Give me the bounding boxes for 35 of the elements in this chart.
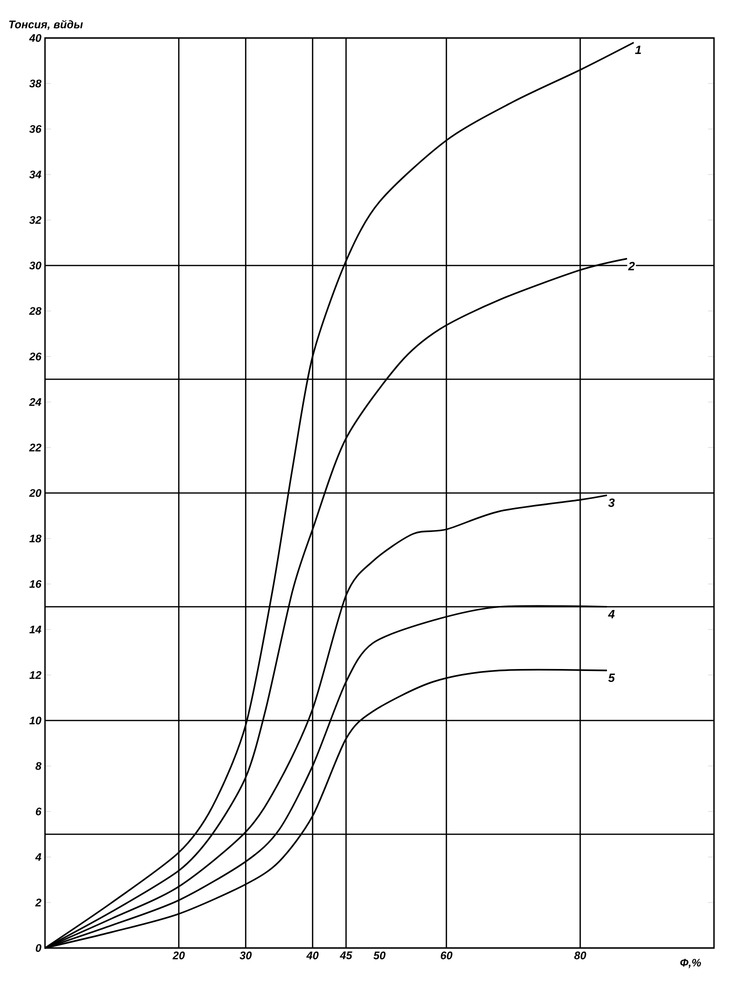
y-tick-label: 36: [29, 125, 42, 133]
y-tick-label: 24: [29, 398, 42, 406]
y-tick-label: 8: [35, 762, 42, 770]
y-tick-label: 28: [29, 307, 42, 315]
y-tick-label: 18: [29, 534, 42, 542]
x-tick-label: 40: [306, 952, 319, 960]
y-tick-label: 4: [35, 853, 42, 861]
y-tick-label: 16: [29, 580, 42, 588]
y-tick-label: 20: [29, 489, 42, 497]
y-tick-label: 26: [29, 352, 42, 360]
y-tick-label: 38: [29, 80, 42, 88]
x-tick-label: 45: [340, 952, 352, 960]
series-label: 3: [608, 498, 615, 507]
y-tick-label: 22: [29, 444, 42, 452]
y-axis-title: Тонсия, вйды: [9, 20, 83, 30]
y-tick-label: 2: [35, 898, 42, 906]
x-tick-label: 20: [172, 952, 185, 960]
y-tick-label: 40: [29, 34, 42, 42]
series-label: 2: [628, 262, 635, 270]
series-label: 5: [608, 674, 615, 682]
y-tick-label: 0: [36, 944, 42, 952]
x-tick-label: 30: [240, 952, 252, 960]
y-tick-label: 30: [29, 262, 42, 270]
series-label: 1: [635, 46, 641, 54]
x-tick-label: 80: [574, 952, 586, 960]
x-axis-title: Ф,%: [680, 958, 701, 968]
y-tick-label: 6: [36, 808, 42, 816]
y-tick-label: 14: [29, 626, 42, 634]
y-tick-label: 10: [29, 716, 42, 724]
x-tick-label: 60: [440, 952, 452, 960]
x-tick-label: 50: [373, 952, 386, 960]
y-tick-label: 34: [29, 170, 42, 178]
y-tick-label: 32: [29, 216, 42, 224]
y-tick-label: 12: [29, 671, 42, 679]
series-label: 4: [608, 610, 615, 618]
